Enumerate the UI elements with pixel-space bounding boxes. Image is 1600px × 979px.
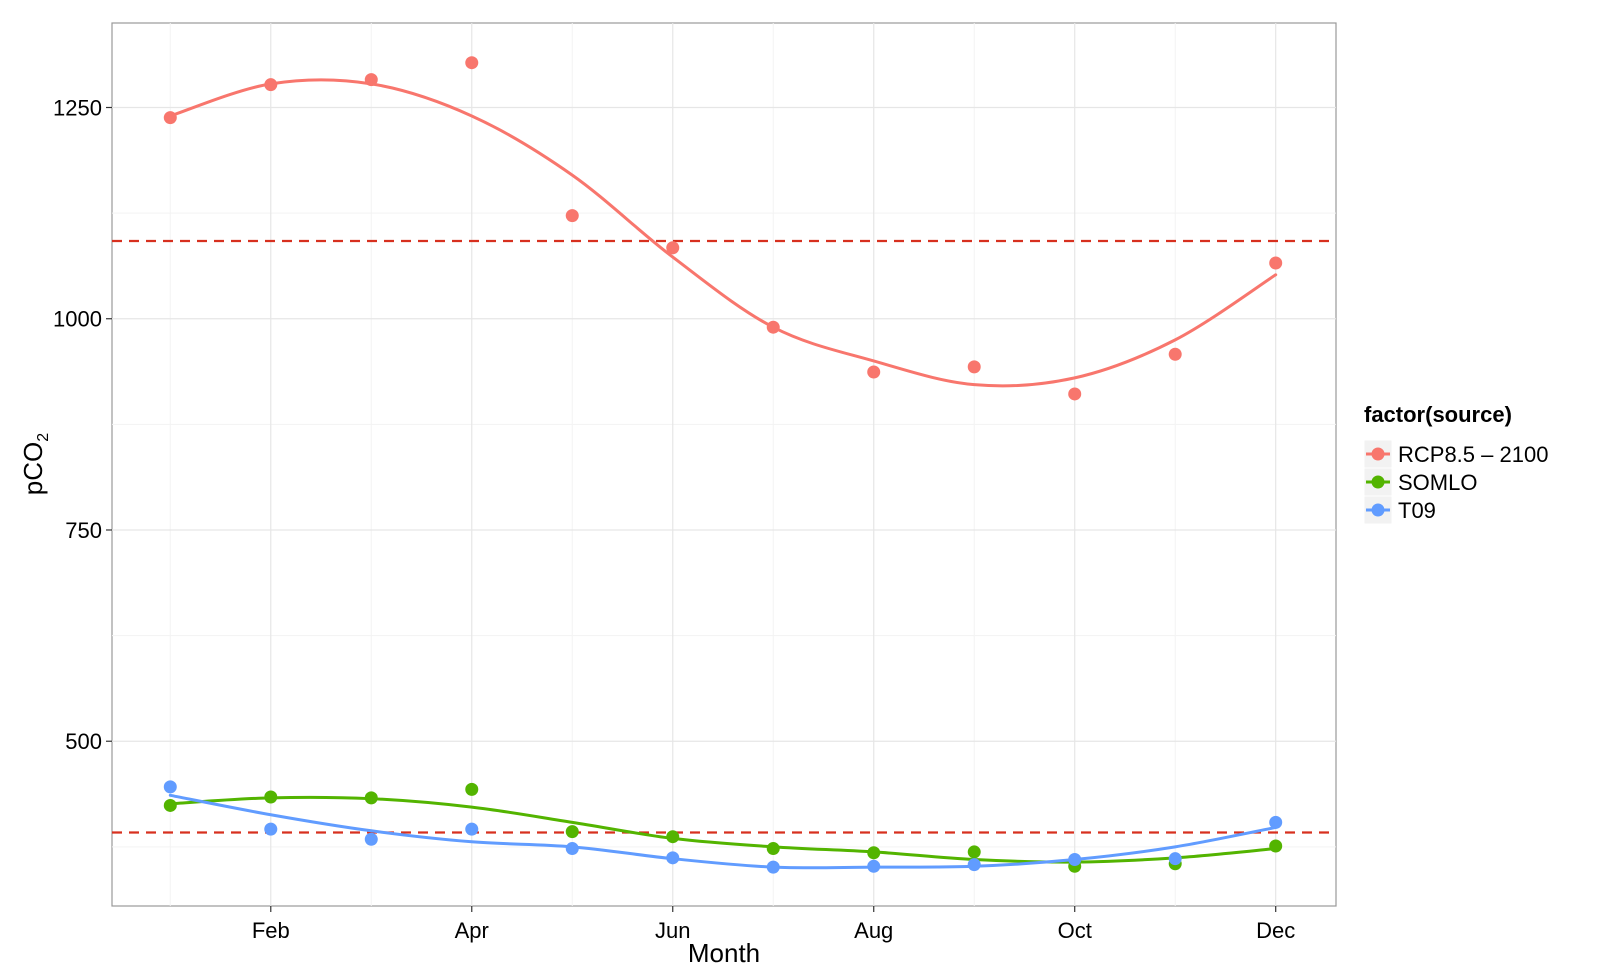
point-somlo-2 (364, 791, 378, 805)
point-rcp8-5-2100-9 (1068, 387, 1082, 401)
legend-items: RCP8.5 – 2100 SOMLO T09 (1363, 439, 1548, 525)
reference-lines (112, 239, 1336, 834)
legend-item-t09: T09 (1363, 495, 1436, 525)
point-somlo-1 (264, 790, 278, 804)
y-tick-label-1: 750 (65, 518, 102, 543)
grid-minor (112, 23, 1336, 906)
legend-key-point-t09 (1371, 503, 1385, 517)
point-t09-5 (666, 851, 680, 865)
legend: factor(source) RCP8.5 – 2100 SOMLO T09 (1363, 402, 1548, 525)
grid-major (112, 23, 1336, 906)
point-rcp8-5-2100-10 (1168, 347, 1182, 361)
x-axis: Feb Apr Jun Aug Oct Dec (252, 906, 1295, 943)
smooth-line-somlo (168, 795, 1278, 864)
point-rcp8-5-2100-3 (465, 56, 479, 70)
x-tick-label-1: Apr (455, 918, 489, 943)
point-t09-6 (766, 860, 780, 874)
legend-key-point-somlo (1371, 475, 1385, 489)
point-t09-8 (967, 858, 981, 872)
x-tick-label-2: Jun (655, 918, 690, 943)
point-rcp8-5-2100-8 (967, 360, 981, 374)
point-t09-11 (1269, 815, 1283, 829)
y-tick-label-2: 1000 (53, 307, 102, 332)
point-somlo-3 (465, 782, 479, 796)
y-axis-title-subscript: 2 (35, 433, 52, 442)
point-t09-3 (465, 822, 479, 836)
point-rcp8-5-2100-4 (565, 209, 579, 223)
legend-label-rcp8-5-2100: RCP8.5 – 2100 (1398, 442, 1548, 467)
smooth-line-rcp8-5-2100 (168, 78, 1278, 388)
x-tick-label-4: Oct (1058, 918, 1092, 943)
point-somlo-11 (1269, 839, 1283, 853)
point-t09-1 (264, 822, 278, 836)
x-axis-title: Month (688, 938, 760, 968)
legend-item-somlo: SOMLO (1363, 467, 1477, 497)
x-tick-label-5: Dec (1256, 918, 1295, 943)
point-rcp8-5-2100-7 (867, 365, 881, 379)
point-t09-10 (1168, 852, 1182, 866)
point-t09-7 (867, 859, 881, 873)
point-somlo-0 (163, 798, 177, 812)
x-tick-label-3: Aug (854, 918, 893, 943)
point-somlo-6 (766, 842, 780, 856)
y-tick-label-3: 1250 (53, 95, 102, 120)
legend-title: factor(source) (1364, 402, 1512, 427)
y-axis: 500 750 1000 1250 (53, 95, 112, 754)
point-rcp8-5-2100-5 (666, 241, 680, 255)
legend-key-point-rcp8-5-2100 (1371, 447, 1385, 461)
point-t09-2 (364, 832, 378, 846)
legend-item-rcp8-5-2100: RCP8.5 – 2100 (1363, 439, 1548, 469)
legend-label-somlo: SOMLO (1398, 470, 1477, 495)
y-axis-title: pCO2 (18, 433, 52, 495)
point-somlo-8 (967, 845, 981, 859)
point-somlo-7 (867, 846, 881, 860)
point-rcp8-5-2100-6 (766, 320, 780, 334)
point-t09-9 (1068, 853, 1082, 867)
smooth-line-t09 (168, 793, 1278, 870)
plot-panel (111, 22, 1337, 907)
point-rcp8-5-2100-11 (1269, 256, 1283, 270)
data-points (163, 56, 1283, 874)
point-somlo-5 (666, 830, 680, 844)
point-t09-0 (163, 780, 177, 794)
point-rcp8-5-2100-2 (364, 73, 378, 87)
point-somlo-4 (565, 825, 579, 839)
y-tick-label-0: 500 (65, 729, 102, 754)
point-t09-4 (565, 842, 579, 856)
smooth-lines (168, 78, 1278, 870)
point-rcp8-5-2100-1 (264, 78, 278, 92)
x-tick-label-0: Feb (252, 918, 290, 943)
legend-label-t09: T09 (1398, 498, 1436, 523)
y-axis-title-main: pCO (18, 442, 48, 495)
point-rcp8-5-2100-0 (163, 111, 177, 125)
